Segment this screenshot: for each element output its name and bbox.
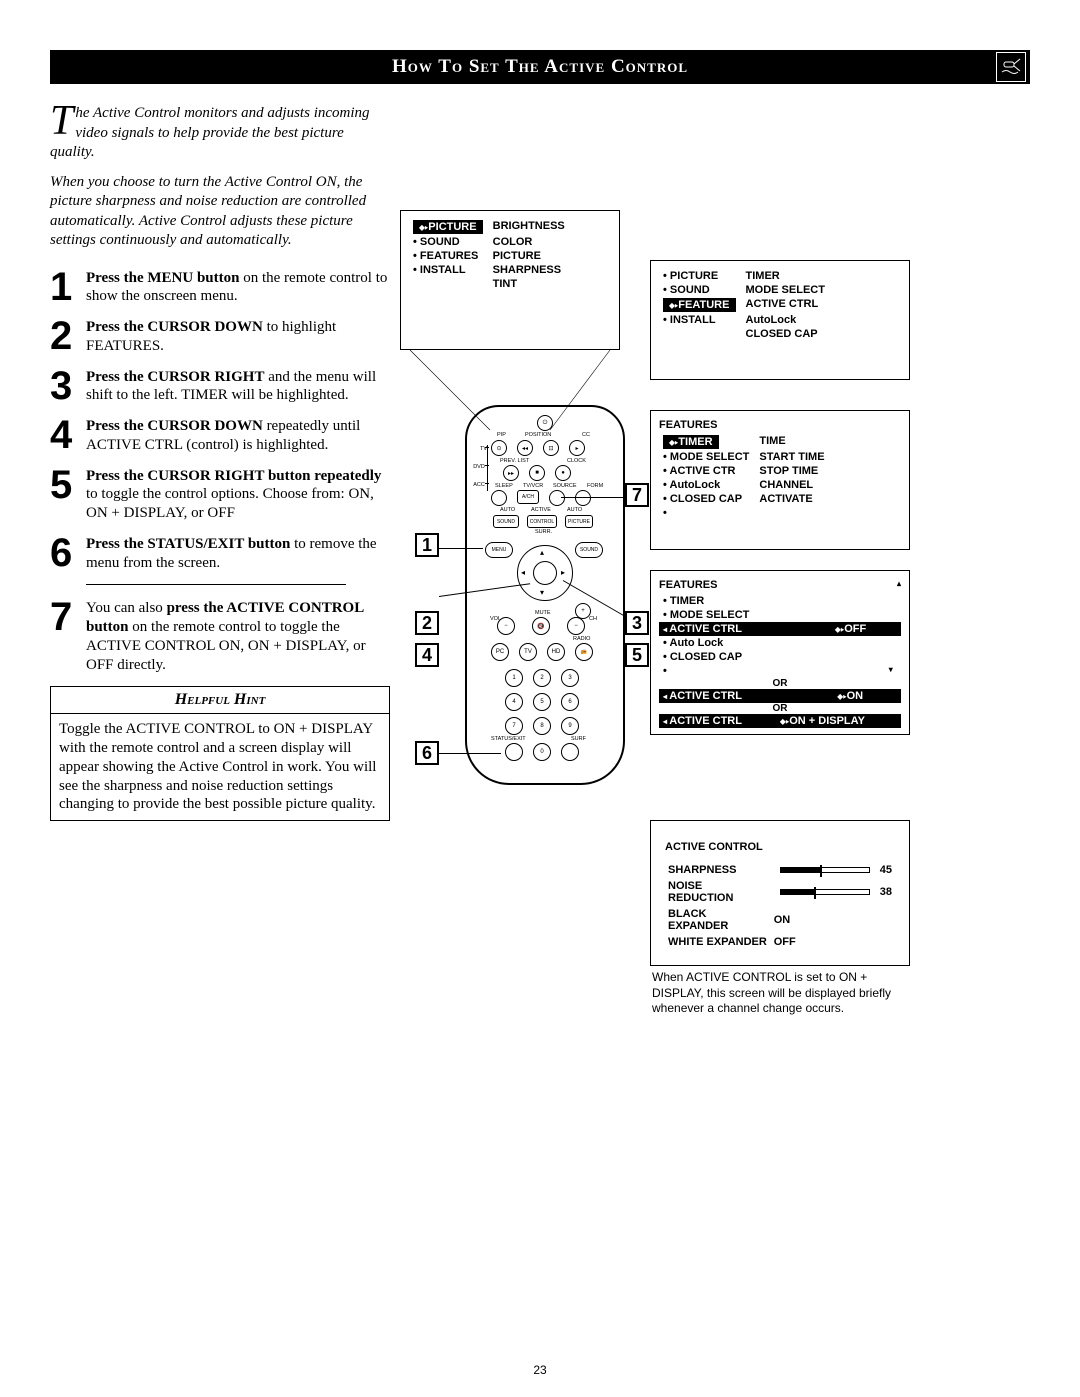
- hint-title: Helpful Hint: [51, 687, 389, 714]
- divider: [86, 584, 346, 585]
- status-caption: When ACTIVE CONTROL is set to ON + DISPL…: [652, 970, 912, 1017]
- callout-5: 5: [625, 643, 649, 667]
- active-control-status: ACTIVE CONTROL SHARPNESS45 NOISE REDUCTI…: [650, 820, 910, 966]
- callout-3: 3: [625, 611, 649, 635]
- osd-menu-features-timer: FEATURES ⬥▸TIMER TIME MODE SELECTSTART T…: [650, 410, 910, 550]
- callout-4: 4: [415, 643, 439, 667]
- helpful-hint: Helpful Hint Toggle the ACTIVE CONTROL t…: [50, 686, 390, 821]
- hint-body: Toggle the ACTIVE CONTROL to ON + DISPLA…: [51, 714, 389, 820]
- callout-2: 2: [415, 611, 439, 635]
- intro: The Active Control monitors and adjusts …: [50, 104, 390, 251]
- osd-menu-picture: ⬥▸PICTURE BRIGHTNESS SOUNDCOLOR FEATURES…: [400, 210, 620, 350]
- callout-7: 7: [625, 483, 649, 507]
- title-bar: How To Set The Active Control: [50, 50, 1030, 84]
- callout-6: 6: [415, 741, 439, 765]
- remote-icon: [996, 52, 1026, 82]
- page-title: How To Set The Active Control: [392, 56, 688, 78]
- steps: 1Press the MENU button on the remote con…: [50, 269, 390, 675]
- osd-menu-feature: PICTURETIMER SOUNDMODE SELECT ⬥▸FEATURE …: [650, 260, 910, 380]
- page-number: 23: [0, 1363, 1080, 1377]
- osd-menu-active-ctrl: FEATURES▴ TIMER MODE SELECT ◂ ACTIVE CTR…: [650, 570, 910, 735]
- remote-control: ⏻ PIP POSITION CC ⊙ ◂◂ ⊡ ▸ TV DVD ACC PR…: [425, 405, 665, 785]
- callout-1: 1: [415, 533, 439, 557]
